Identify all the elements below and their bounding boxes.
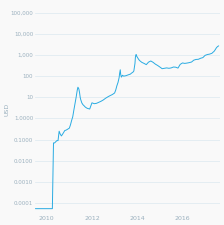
Y-axis label: USD: USD [4,102,9,116]
